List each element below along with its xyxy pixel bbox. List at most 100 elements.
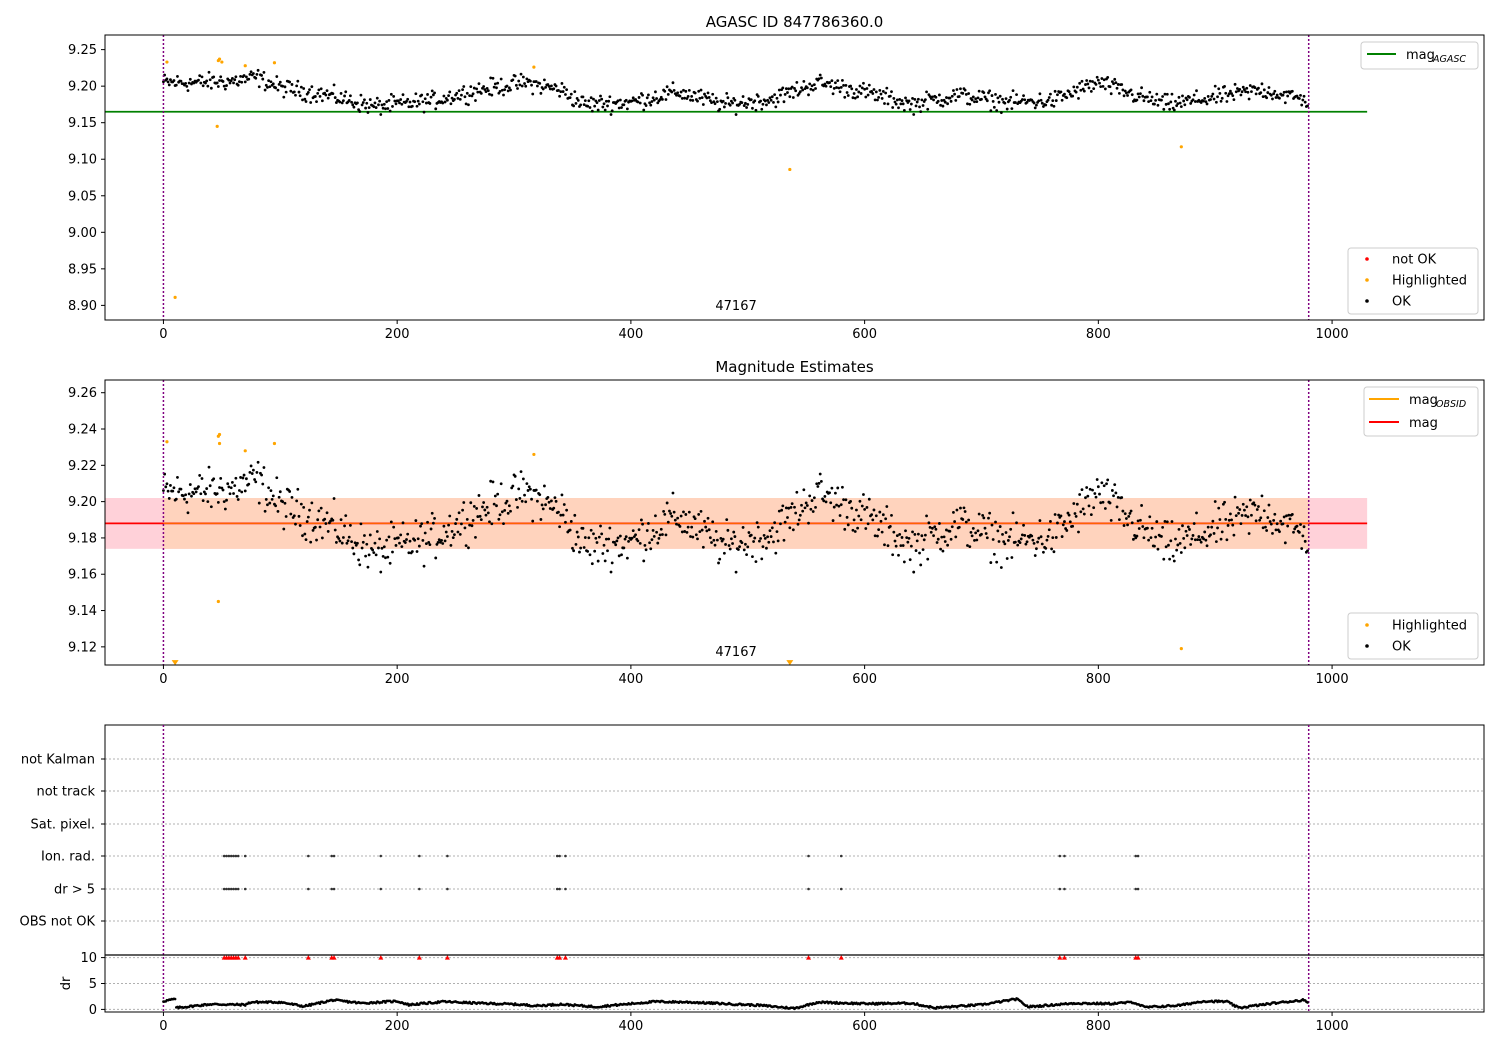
ok-point: [453, 533, 456, 536]
ok-point: [421, 100, 425, 104]
ok-point: [396, 99, 400, 103]
highlighted-point: [165, 60, 169, 64]
ok-point: [1271, 531, 1274, 535]
ok-point: [658, 533, 662, 537]
ok-point: [1229, 512, 1232, 516]
ok-point: [973, 538, 976, 542]
ok-point: [684, 513, 688, 516]
ok-point: [1120, 496, 1124, 499]
ok-point: [297, 90, 301, 94]
ok-point: [658, 98, 662, 101]
ok-point: [461, 508, 465, 512]
ok-point: [973, 100, 976, 104]
ok-point: [400, 545, 404, 549]
ok-point: [471, 92, 475, 96]
ok-point: [218, 486, 221, 489]
ok-point: [578, 550, 581, 554]
ok-point: [777, 88, 781, 92]
ok-point: [737, 548, 740, 551]
ok-point: [1240, 90, 1244, 94]
ok-point: [193, 487, 197, 491]
ok-point: [525, 77, 529, 81]
ok-point: [215, 81, 219, 85]
ok-point: [1185, 98, 1189, 102]
ok-point: [1224, 91, 1228, 95]
ok-point: [745, 553, 748, 557]
ok-point: [1278, 530, 1281, 534]
ok-point: [923, 533, 927, 537]
legend-box: [1347, 612, 1479, 660]
ok-point: [842, 498, 845, 502]
ion-rad-marker: [1063, 854, 1066, 858]
ok-point: [1288, 517, 1292, 521]
ok-point: [1047, 96, 1051, 99]
ok-point: [166, 489, 170, 493]
ok-point: [655, 97, 658, 100]
ok-point: [317, 509, 321, 513]
ok-point: [759, 99, 763, 103]
ok-point: [822, 499, 826, 503]
ok-point: [1232, 533, 1236, 537]
ok-point: [970, 534, 974, 538]
ok-point: [1250, 513, 1253, 517]
ok-point: [617, 554, 621, 558]
ok-point: [198, 74, 202, 78]
ok-point: [1093, 492, 1097, 495]
ok-point: [507, 86, 511, 90]
ok-point: [1148, 515, 1152, 519]
ok-point: [1003, 542, 1007, 546]
ok-point: [467, 546, 470, 550]
ok-point: [361, 540, 365, 544]
ok-point: [270, 497, 274, 501]
ok-point: [539, 518, 543, 521]
ok-point: [1183, 546, 1187, 550]
ok-point: [615, 539, 619, 543]
ok-point: [426, 93, 429, 96]
ok-point: [834, 81, 837, 85]
ok-point: [1122, 94, 1126, 98]
ok-point: [751, 106, 754, 110]
ok-point: [731, 101, 734, 105]
ok-point: [1067, 513, 1071, 517]
ok-point: [647, 93, 650, 97]
ok-point: [190, 494, 193, 498]
ok-point: [378, 99, 382, 103]
ok-point: [890, 90, 893, 94]
ok-point: [1188, 95, 1191, 99]
ok-point: [975, 538, 979, 542]
legend-label: OK: [1392, 295, 1411, 310]
ok-point: [393, 99, 397, 103]
ok-point: [186, 511, 190, 515]
ok-point: [601, 552, 605, 555]
ok-point: [344, 514, 348, 518]
ok-point: [946, 102, 949, 106]
ok-point: [1299, 523, 1302, 526]
ok-point: [691, 535, 695, 539]
ok-point: [1114, 81, 1118, 85]
ok-point: [679, 514, 683, 518]
ok-point: [644, 548, 648, 552]
ok-point: [810, 84, 814, 88]
ok-point: [665, 501, 669, 505]
ok-point: [453, 98, 456, 101]
ok-point: [1127, 514, 1131, 518]
ok-point: [749, 533, 753, 537]
ok-point: [1149, 536, 1153, 540]
ok-point: [1269, 93, 1273, 97]
ok-point: [446, 535, 449, 538]
ok-point: [1234, 90, 1238, 94]
ok-point: [292, 514, 296, 518]
dr-point: [173, 997, 177, 1001]
ok-point: [1135, 98, 1139, 102]
ok-point: [511, 78, 515, 82]
ok-point: [697, 89, 701, 93]
ok-point: [1259, 516, 1263, 520]
ok-point: [205, 79, 209, 83]
ok-point: [1091, 488, 1094, 492]
ok-point: [759, 537, 763, 540]
ok-point: [700, 96, 704, 100]
ok-point: [172, 486, 176, 490]
ok-point: [1260, 82, 1264, 86]
ok-point: [773, 521, 777, 525]
